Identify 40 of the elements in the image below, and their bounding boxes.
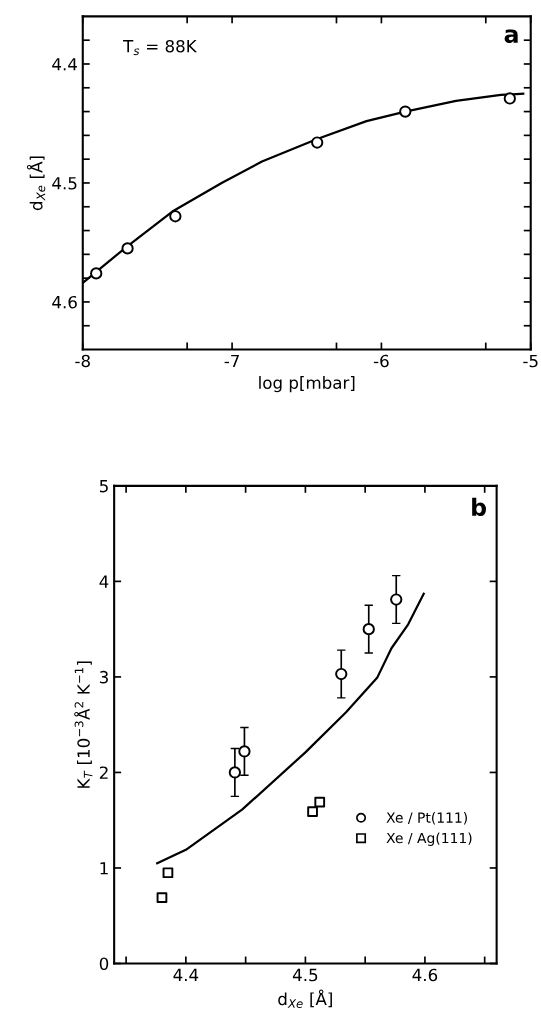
point bbox=[121, 242, 134, 255]
x-tick-label: -7 bbox=[224, 354, 239, 368]
x-tick-label: 4.6 bbox=[412, 968, 438, 982]
y-tick-label: 1 bbox=[100, 862, 108, 875]
x-axis-title: log p[mbar] bbox=[259, 376, 355, 393]
text: K$_{T}$ [10$^{−3}$Å$^{2}$ K$^{−1}$] bbox=[74, 661, 93, 788]
annotation: a bbox=[504, 29, 518, 43]
y-tick-label: 4.5 bbox=[52, 177, 77, 190]
point bbox=[228, 766, 241, 779]
annotation: b bbox=[472, 497, 487, 517]
point bbox=[311, 136, 324, 149]
legend-label: Xe / Ag(111) bbox=[386, 832, 472, 846]
point bbox=[238, 745, 251, 758]
y-tick-label: 4 bbox=[99, 575, 109, 588]
point bbox=[390, 593, 403, 606]
point bbox=[169, 210, 182, 223]
y-tick-label: 0 bbox=[99, 957, 109, 971]
y-tick-label: 4.6 bbox=[52, 295, 77, 309]
y-axis-title: d$_{Xe}$ [Å] bbox=[26, 156, 46, 211]
x-tick-label: -8 bbox=[75, 354, 90, 368]
legend-label: Xe / Pt(111) bbox=[386, 812, 467, 825]
point bbox=[314, 796, 326, 808]
annotation: T$_{s}$ = 88K bbox=[123, 39, 198, 56]
x-tick-label: 4.4 bbox=[173, 968, 199, 982]
y-tick-label: 4.4 bbox=[52, 58, 77, 71]
point bbox=[307, 806, 318, 817]
point bbox=[362, 623, 375, 636]
point bbox=[335, 667, 348, 681]
x-tick-label: 4.5 bbox=[292, 968, 318, 982]
point bbox=[503, 92, 516, 105]
y-tick-label: 5 bbox=[99, 480, 108, 493]
x-axis-title: d$_{Xe}$ [Å] bbox=[278, 989, 332, 1008]
x-tick-label: -6 bbox=[373, 354, 389, 368]
y-tick-label: 3 bbox=[99, 670, 108, 684]
x-tick-label: -5 bbox=[523, 354, 538, 368]
point bbox=[162, 867, 174, 879]
point bbox=[156, 892, 168, 903]
point bbox=[399, 105, 412, 118]
point bbox=[90, 267, 103, 280]
y-tick-label: 2 bbox=[99, 766, 108, 779]
